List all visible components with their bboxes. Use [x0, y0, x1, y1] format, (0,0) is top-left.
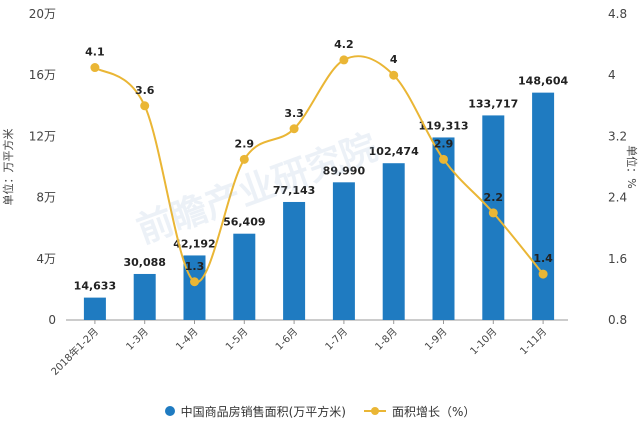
bar-value-label: 14,633 [74, 280, 116, 293]
growth-value-label: 4.2 [334, 38, 354, 51]
bar [382, 163, 405, 320]
right-tick-label: 2.4 [608, 191, 627, 205]
x-tick-label: 1-11月 [518, 326, 550, 358]
x-tick-label: 1-7月 [323, 326, 350, 353]
x-tick-label: 1-8月 [373, 326, 400, 353]
right-tick-label: 4.8 [608, 7, 627, 21]
growth-point [339, 55, 349, 65]
growth-value-label: 1.3 [185, 260, 205, 273]
growth-value-label: 2.2 [484, 191, 504, 204]
bar [482, 115, 505, 320]
x-tick-label: 1-4月 [174, 326, 201, 353]
growth-value-label: 3.6 [135, 84, 155, 97]
growth-value-label: 3.3 [284, 107, 304, 120]
growth-value-label: 4.1 [85, 46, 105, 59]
bar [133, 273, 156, 320]
line-series [90, 55, 548, 287]
bar-value-label: 56,409 [223, 216, 265, 229]
bar-series [83, 92, 555, 320]
bar [83, 297, 106, 320]
left-tick-label: 20万 [29, 7, 56, 21]
growth-value-label: 2.9 [434, 137, 454, 150]
x-tick-label: 1-6月 [273, 326, 300, 353]
right-tick-label: 4 [608, 68, 616, 82]
legend-item-line: 面积增长（%） [363, 403, 476, 420]
x-axis: 2018年1-2月 1-3月 1-4月 1-5月 1-6月 1-7月 1-8月 1-9月 1-1… [48, 320, 549, 378]
legend-line-swatch [363, 406, 386, 416]
legend-bar-label: 中国商品房销售面积(万平方米) [180, 404, 346, 419]
growth-point [239, 154, 249, 164]
growth-point [90, 63, 100, 73]
growth-point [190, 277, 199, 287]
left-tick-label: 16万 [29, 68, 56, 82]
x-tick-label: 1-3月 [124, 326, 151, 353]
right-axis-title: 单位：% [625, 145, 639, 188]
bar-value-label: 77,143 [273, 184, 315, 197]
bar [233, 233, 256, 320]
growth-value-label: 1.4 [533, 252, 553, 265]
right-tick-label: 1.6 [608, 252, 627, 266]
growth-point [289, 124, 299, 134]
left-tick-label: 12万 [29, 129, 56, 143]
growth-point [389, 70, 399, 80]
right-tick-label: 3.2 [608, 129, 627, 143]
bar [183, 255, 206, 320]
right-axis: 0.8 1.6 2.4 3.2 4 4.8 [608, 7, 627, 327]
bar [532, 92, 555, 320]
bar-value-label: 89,990 [323, 164, 366, 177]
left-tick-label: 8万 [36, 191, 56, 205]
bar-labels: 14,633 30,088 42,192 56,409 77,143 89,990102,… [74, 75, 569, 293]
bar [283, 201, 306, 320]
right-tick-label: 0.8 [608, 313, 627, 327]
bar [432, 137, 455, 320]
x-tick-label: 1-9月 [423, 326, 450, 353]
growth-line [94, 55, 544, 283]
legend-line-label: 面积增长（%） [391, 404, 476, 419]
legend-bar-swatch [164, 406, 175, 416]
bar-value-label: 148,604 [518, 75, 568, 88]
bar-value-label: 30,088 [123, 256, 165, 269]
x-tick-label: 1-10月 [468, 326, 500, 358]
growth-value-label: 2.9 [235, 137, 255, 150]
bar-value-label: 102,474 [369, 145, 419, 158]
legend-item-bar: 中国商品房销售面积(万平方米) [164, 403, 346, 420]
legend: 中国商品房销售面积(万平方米) 面积增长（%） [0, 401, 640, 421]
bar-value-label: 119,313 [418, 119, 468, 132]
bar [332, 182, 355, 320]
growth-point [140, 101, 150, 111]
x-tick-label: 2018年1-2月 [48, 325, 101, 378]
x-tick-label: 1-5月 [223, 326, 250, 353]
chart-svg: 0 4万 8万 12万 16万 20万 0.8 1.6 2.4 3.2 4 4.8 14,633 30… [1, 7, 639, 378]
left-tick-label: 0 [48, 313, 56, 327]
growth-point [538, 269, 548, 279]
growth-point [439, 154, 448, 164]
left-tick-label: 4万 [36, 252, 56, 266]
bar-value-label: 133,717 [468, 97, 518, 110]
line-labels: 4.1 3.6 1.3 2.9 3.3 4.2 4 2.9 2.2 1.4 [85, 38, 553, 273]
growth-point [488, 208, 498, 218]
left-axis-title: 单位：万平方米 [1, 129, 15, 206]
growth-value-label: 4 [390, 53, 398, 66]
bar-value-label: 42,192 [173, 237, 215, 250]
